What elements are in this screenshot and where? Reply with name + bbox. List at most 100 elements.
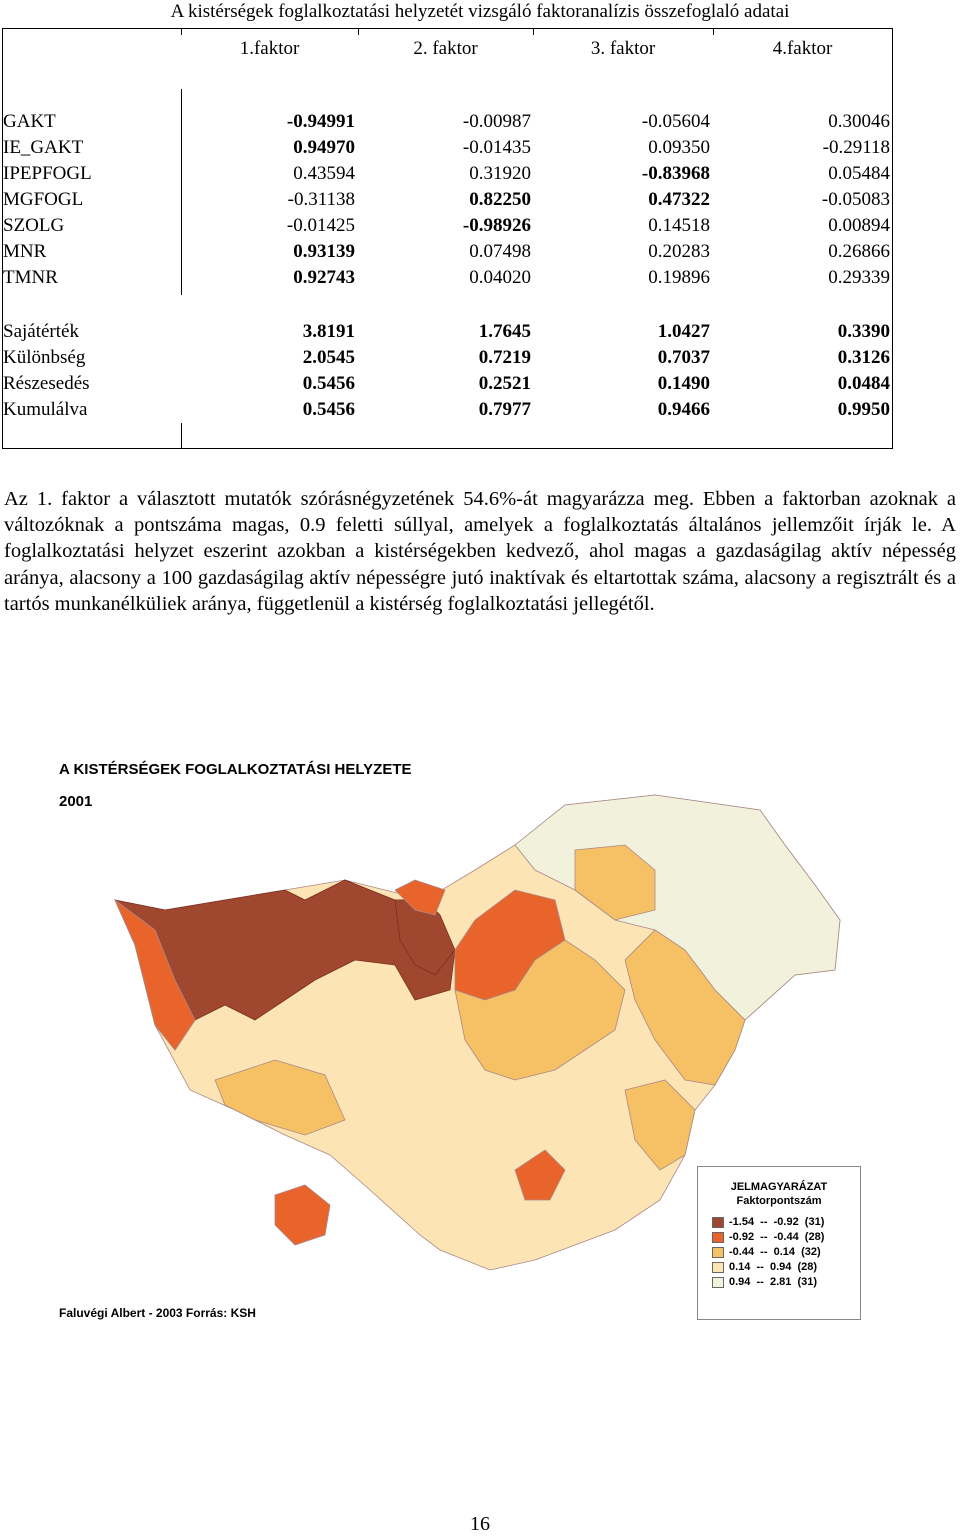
row-label: SZOLG: [3, 215, 65, 236]
column-header: 4.faktor: [772, 38, 833, 59]
map-region-central-orange: [454, 939, 626, 1081]
table-cell: 0.30046: [828, 111, 890, 132]
table-cell: 0.04020: [469, 267, 531, 288]
row-label: MGFOGL: [3, 189, 84, 210]
header-divider: [713, 29, 714, 35]
row-label: Részesedés: [3, 373, 90, 394]
map-legend: JELMAGYARÁZAT Faktorpontszám -1.54 -- -0…: [697, 1166, 861, 1320]
table-cell: 0.94970: [293, 137, 355, 158]
legend-title: JELMAGYARÁZAT: [730, 1181, 828, 1193]
header-divider: [358, 29, 359, 35]
legend-swatch: [712, 1217, 724, 1228]
row-label: TMNR: [3, 267, 58, 288]
table-cell: 0.3390: [837, 321, 890, 342]
map-region-central-light: [214, 1059, 346, 1136]
map-credit: Faluvégi Albert - 2003 Forrás: KSH: [59, 1306, 256, 1320]
column-header: 2. faktor: [413, 38, 478, 59]
table-row: Kumulálva 0.5456 0.7977 0.9466 0.9950: [3, 397, 892, 423]
table-row: IE_GAKT 0.94970 -0.01435 0.09350 -0.29118: [3, 135, 892, 161]
table-row: MGFOGL -0.31138 0.82250 0.47322 -0.05083: [3, 187, 892, 213]
table-row: TMNR 0.92743 0.04020 0.19896 0.29339: [3, 265, 892, 291]
table-cell: 2.0545: [302, 347, 355, 368]
table-cell: 0.9466: [657, 399, 710, 420]
table-cell: 0.93139: [293, 241, 355, 262]
table-cell: 3.8191: [302, 321, 355, 342]
table-row: Részesedés 0.5456 0.2521 0.1490 0.0484: [3, 371, 892, 397]
factor-table: 1.faktor 2. faktor 3. faktor 4.faktor GA…: [2, 28, 893, 449]
map-region-south-orange: [274, 1184, 331, 1246]
table-cell: -0.05083: [821, 189, 890, 210]
body-paragraph: Az 1. faktor a választott mutatók szórás…: [4, 488, 956, 615]
table-cell: 0.2521: [478, 373, 531, 394]
table-cell: -0.29118: [822, 137, 890, 158]
table-row: IPEPFOGL 0.43594 0.31920 -0.83968 0.05484: [3, 161, 892, 187]
table-cell: 0.20283: [648, 241, 710, 262]
map-region-north-orange-2: [394, 879, 446, 916]
table-cell: 0.7977: [478, 399, 531, 420]
table-cell: -0.98926: [462, 215, 531, 236]
legend-label: 0.14 -- 0.94 (28): [729, 1261, 818, 1273]
table-row: MNR 0.93139 0.07498 0.20283 0.26866: [3, 239, 892, 265]
table-row: Különbség 2.0545 0.7219 0.7037 0.3126: [3, 345, 892, 371]
table-cell: 0.82250: [469, 189, 531, 210]
table-cell: 0.92743: [293, 267, 355, 288]
table-cell: 0.00894: [828, 215, 890, 236]
column-header: 1.faktor: [239, 38, 300, 59]
table-row: GAKT -0.94991 -0.00987 -0.05604 0.30046: [3, 109, 892, 135]
column-divider: [181, 423, 182, 449]
table-cell: 0.0484: [837, 373, 890, 394]
table-cell: 0.7219: [478, 347, 531, 368]
row-label: MNR: [3, 241, 47, 262]
page-number: 16: [470, 1513, 490, 1535]
header-divider: [181, 29, 182, 35]
legend-swatch: [712, 1232, 724, 1243]
map-title: A KISTÉRSÉGEK FOGLALKOZTATÁSI HELYZETE: [59, 761, 412, 778]
column-header: 3. faktor: [590, 38, 656, 59]
legend-label: -1.54 -- -0.92 (31): [729, 1216, 825, 1228]
map-year: 2001: [59, 793, 93, 810]
table-cell: -0.00987: [462, 111, 531, 132]
table-cell: -0.05604: [641, 111, 710, 132]
table-cell: 0.29339: [828, 267, 890, 288]
map-region-west-orange: [114, 898, 196, 1051]
table-cell: 0.09350: [648, 137, 710, 158]
legend-label: -0.44 -- 0.14 (32): [729, 1246, 821, 1258]
legend-swatch: [712, 1262, 724, 1273]
table-cell: -0.31138: [287, 189, 355, 210]
legend-swatch: [712, 1277, 724, 1288]
table-row: Sajátérték 3.8191 1.7645 1.0427 0.3390: [3, 319, 892, 345]
page-title: A kistérségek foglalkoztatási helyzetét …: [170, 1, 790, 22]
legend-swatch: [712, 1247, 724, 1258]
table-cell: 0.43594: [293, 163, 355, 184]
table-cell: 0.07498: [469, 241, 531, 262]
map-region-northeast-mid: [574, 844, 656, 921]
map-region-southeast: [624, 1079, 696, 1171]
row-label: IPEPFOGL: [3, 163, 92, 184]
row-label: Különbség: [3, 347, 86, 368]
table-row: SZOLG -0.01425 -0.98926 0.14518 0.00894: [3, 213, 892, 239]
map-region-south-central: [514, 1149, 566, 1201]
table-cell: 0.5456: [302, 373, 355, 394]
table-cell: 0.1490: [657, 373, 710, 394]
row-label: Kumulálva: [3, 399, 88, 420]
row-label: Sajátérték: [3, 321, 79, 342]
table-cell: 0.31920: [469, 163, 531, 184]
table-cell: 1.7645: [478, 321, 531, 342]
table-cell: -0.83968: [641, 163, 710, 184]
legend-label: 0.94 -- 2.81 (31): [729, 1276, 818, 1288]
table-cell: 0.14518: [648, 215, 710, 236]
column-divider: [181, 89, 182, 295]
legend-subtitle: Faktorpontszám: [736, 1195, 822, 1207]
table-cell: -0.01435: [462, 137, 531, 158]
row-label: IE_GAKT: [3, 137, 84, 158]
row-label: GAKT: [3, 111, 56, 132]
hungary-map: [114, 794, 841, 1271]
table-cell: -0.94991: [286, 111, 355, 132]
legend-label: -0.92 -- -0.44 (28): [729, 1231, 825, 1243]
header-divider: [533, 29, 534, 35]
table-cell: 0.3126: [837, 347, 890, 368]
table-cell: 0.5456: [302, 399, 355, 420]
table-cell: 0.05484: [828, 163, 890, 184]
table-cell: 0.9950: [837, 399, 890, 420]
map-region-east-orange: [624, 929, 746, 1086]
